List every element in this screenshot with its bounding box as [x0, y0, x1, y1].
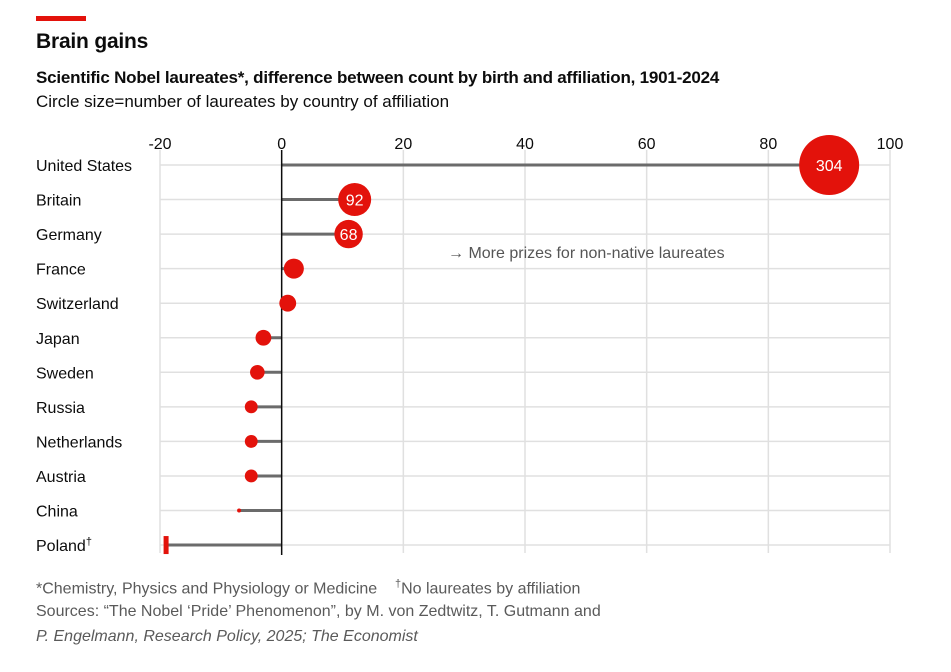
category-label: France	[36, 262, 86, 279]
category-label: Netherlands	[36, 434, 122, 451]
bubble-marker	[279, 294, 297, 312]
bubble-marker	[283, 258, 304, 279]
footnote-sources-cont: P. Engelmann, Research Policy, 2025; The…	[36, 628, 418, 645]
bubble-marker	[237, 508, 242, 513]
bubble-marker	[255, 329, 272, 346]
bubble-value-label: 68	[340, 227, 358, 244]
footnote-dagger-mark: †	[394, 578, 402, 590]
bubble-marker	[244, 434, 258, 448]
bubble-value-label: 304	[816, 158, 843, 175]
x-tick-label: 60	[638, 136, 656, 153]
chart-subtitle: Scientific Nobel laureates*, difference …	[36, 68, 720, 87]
x-tick-label: 100	[877, 136, 904, 153]
category-label: China	[36, 504, 78, 521]
category-label: Austria	[36, 469, 86, 486]
category-mark: †	[86, 536, 92, 548]
chart-subtitle-secondary: Circle size=number of laureates by count…	[36, 92, 450, 111]
bubble-marker	[250, 365, 265, 380]
bubble-value-label: 92	[346, 193, 364, 210]
bubble-marker	[334, 219, 363, 249]
category-label: Britain	[36, 193, 81, 210]
category-label: Switzerland	[36, 296, 119, 313]
footnote-1: *Chemistry, Physics and Physiology or Me…	[36, 578, 580, 598]
zero-affiliation-marker	[163, 536, 169, 555]
category-label: Russia	[36, 400, 85, 417]
bubble-marker	[799, 135, 860, 195]
footnote-dagger: No laureates by affiliation	[401, 580, 581, 598]
bubble-marker	[338, 183, 372, 217]
category-label: Germany	[36, 227, 102, 244]
category-label: Poland†	[36, 536, 92, 555]
annotation-more-prizes: → More prizes for non-native laureates	[448, 245, 725, 262]
bubble-marker	[244, 400, 258, 414]
category-label: United States	[36, 158, 132, 175]
category-label: Sweden	[36, 365, 94, 382]
x-tick-label: 20	[394, 136, 412, 153]
footnote-asterisk: *Chemistry, Physics and Physiology or Me…	[36, 580, 378, 598]
footnote-sources: Sources: “The Nobel ‘Pride’ Phenomenon”,…	[36, 603, 601, 620]
x-tick-label: 0	[277, 136, 286, 153]
category-label: Japan	[36, 331, 80, 348]
bubble-marker	[244, 469, 258, 483]
chart-title: Brain gains	[36, 30, 149, 53]
accent-bar	[36, 16, 86, 21]
x-tick-label: -20	[148, 136, 171, 153]
x-tick-label: 80	[759, 136, 777, 153]
x-tick-label: 40	[516, 136, 534, 153]
